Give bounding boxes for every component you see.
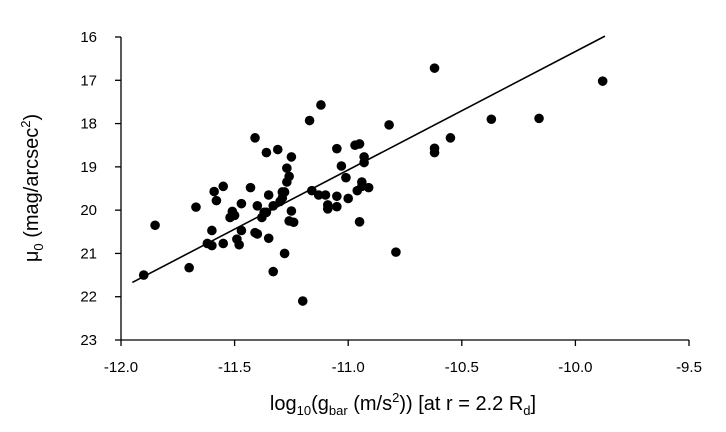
y-axis-ticks: 16 17 18 19 20 21 22 23 bbox=[80, 29, 121, 349]
data-point bbox=[268, 201, 279, 211]
y-tick-label: 20 bbox=[80, 202, 97, 219]
data-point bbox=[363, 182, 374, 193]
data-point bbox=[218, 238, 229, 249]
data-point bbox=[211, 195, 222, 206]
y-tick-label: 22 bbox=[80, 289, 97, 306]
x-tick-label: -11.5 bbox=[218, 359, 251, 376]
data-point bbox=[445, 133, 456, 143]
data-point bbox=[286, 152, 297, 162]
data-point bbox=[245, 182, 256, 193]
data-point bbox=[229, 210, 240, 221]
x-axis-ticks: -12.0 -11.5 -11.0 -10.5 -10.0 -9.5 bbox=[104, 340, 702, 376]
data-point bbox=[332, 143, 342, 154]
x-tick-label: -9.5 bbox=[676, 359, 702, 376]
x-tick-label: -10.0 bbox=[558, 359, 592, 376]
data-point bbox=[252, 201, 263, 211]
data-point bbox=[263, 233, 274, 244]
x-tick-label: -12.0 bbox=[104, 359, 138, 376]
x-tick-label: -10.5 bbox=[445, 359, 479, 376]
data-point bbox=[286, 206, 297, 216]
y-tick-label: 19 bbox=[80, 159, 97, 176]
y-tick-label: 18 bbox=[80, 116, 97, 133]
data-point bbox=[597, 76, 608, 86]
x-axis-title: log10(gbar (m/s2)) [at r = 2.2 Rd] bbox=[270, 390, 536, 418]
data-point bbox=[150, 220, 160, 231]
y-tick-label: 21 bbox=[80, 245, 97, 262]
data-point bbox=[218, 181, 229, 192]
data-point bbox=[332, 191, 342, 202]
data-point bbox=[320, 190, 331, 200]
data-point bbox=[354, 217, 365, 227]
data-point bbox=[354, 139, 365, 149]
data-point bbox=[207, 225, 217, 236]
data-point bbox=[341, 172, 351, 183]
data-point bbox=[191, 202, 201, 212]
data-point bbox=[357, 177, 367, 187]
data-point bbox=[184, 262, 194, 273]
data-point bbox=[234, 239, 244, 250]
data-point bbox=[236, 225, 247, 236]
data-point bbox=[261, 207, 272, 218]
data-point bbox=[138, 270, 149, 280]
y-tick-label: 17 bbox=[80, 72, 97, 89]
data-point bbox=[307, 185, 317, 196]
data-point bbox=[313, 190, 324, 200]
x-tick-label: -11.0 bbox=[332, 359, 365, 376]
y-tick-label: 23 bbox=[80, 332, 97, 349]
data-point bbox=[279, 248, 290, 259]
data-point bbox=[279, 187, 290, 197]
data-point bbox=[429, 147, 440, 158]
data-point bbox=[534, 113, 544, 124]
data-point bbox=[384, 120, 394, 130]
data-point bbox=[336, 161, 347, 171]
data-point bbox=[252, 229, 263, 239]
plot-area: 16 17 18 19 20 21 22 23 -12.0 -11.5 -11.0 -10.5 -10… bbox=[80, 29, 702, 376]
data-point bbox=[343, 193, 354, 204]
data-point bbox=[284, 171, 294, 182]
data-point bbox=[429, 63, 440, 73]
data-point bbox=[261, 147, 272, 158]
data-point bbox=[207, 240, 217, 251]
data-point bbox=[297, 296, 308, 306]
data-point bbox=[332, 201, 342, 212]
data-point bbox=[209, 186, 219, 197]
data-point bbox=[486, 114, 497, 125]
data-point bbox=[391, 247, 401, 257]
data-point bbox=[359, 157, 369, 168]
y-tick-label: 16 bbox=[80, 29, 97, 46]
data-point bbox=[282, 163, 292, 173]
data-point bbox=[268, 266, 279, 277]
data-point bbox=[288, 217, 299, 228]
y-axis-title: μ0 (mag/arcsec2) bbox=[18, 114, 46, 262]
data-point bbox=[272, 144, 283, 155]
data-point bbox=[250, 133, 260, 143]
data-point bbox=[322, 204, 333, 214]
data-point bbox=[304, 115, 315, 126]
data-point bbox=[316, 100, 326, 110]
data-point bbox=[263, 190, 274, 200]
data-points bbox=[138, 63, 608, 306]
data-point bbox=[236, 198, 247, 209]
